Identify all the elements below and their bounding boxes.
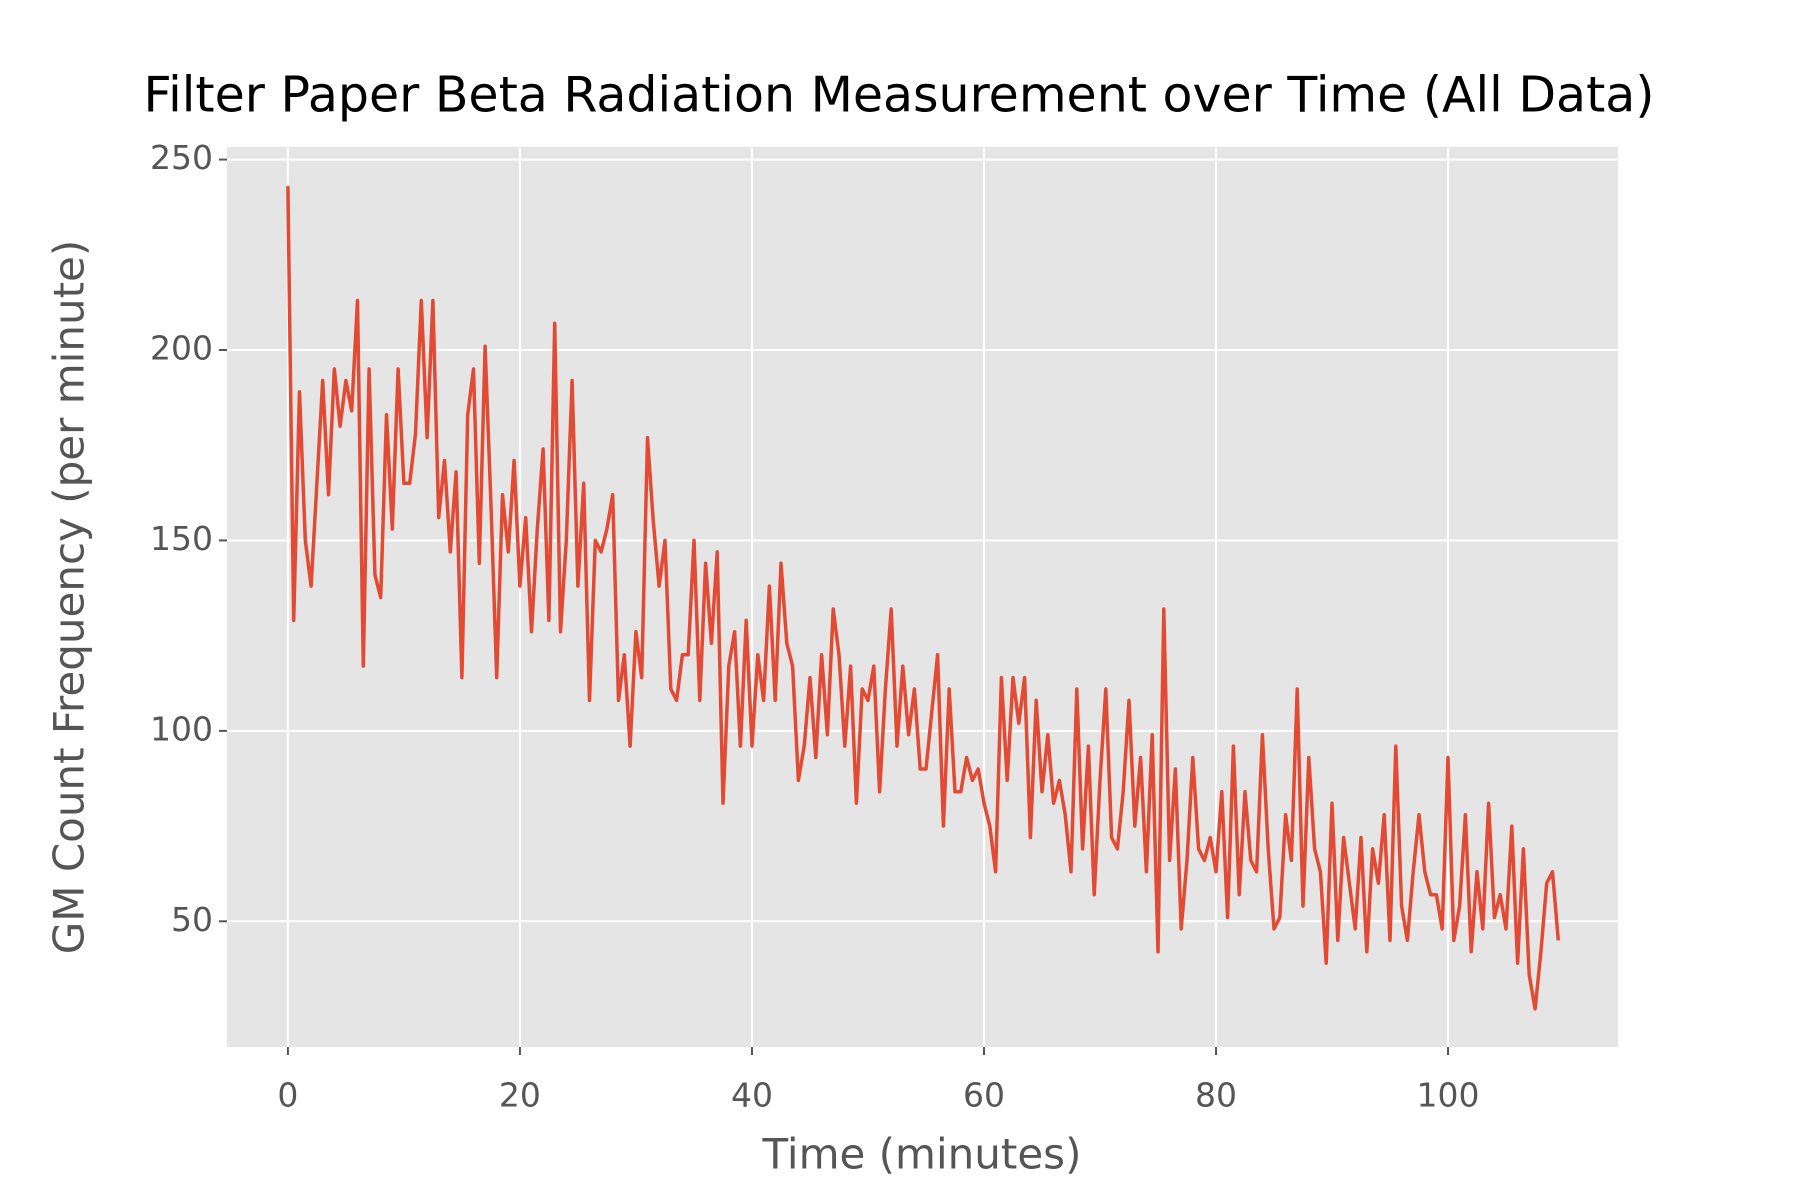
data-line [286, 186, 1561, 1011]
x-axis-label: Time (minutes) [762, 1130, 1082, 1179]
x-tick-label: 100 [1417, 1076, 1480, 1115]
y-axis-label: GM Count Frequency (per minute) [45, 240, 94, 955]
y-tick-label: 100 [150, 709, 213, 748]
chart-title: Filter Paper Beta Radiation Measurement … [144, 67, 1655, 124]
x-tick-label: 80 [1195, 1076, 1237, 1115]
y-tick-label: 150 [150, 519, 213, 558]
x-tick-label: 40 [731, 1076, 773, 1115]
y-tick-label: 200 [150, 329, 213, 368]
y-tick-label: 50 [171, 900, 213, 939]
x-tick-label: 60 [963, 1076, 1005, 1115]
x-tick-label: 20 [499, 1076, 541, 1115]
x-tick-label: 0 [277, 1076, 298, 1115]
y-tick-label: 250 [150, 138, 213, 177]
